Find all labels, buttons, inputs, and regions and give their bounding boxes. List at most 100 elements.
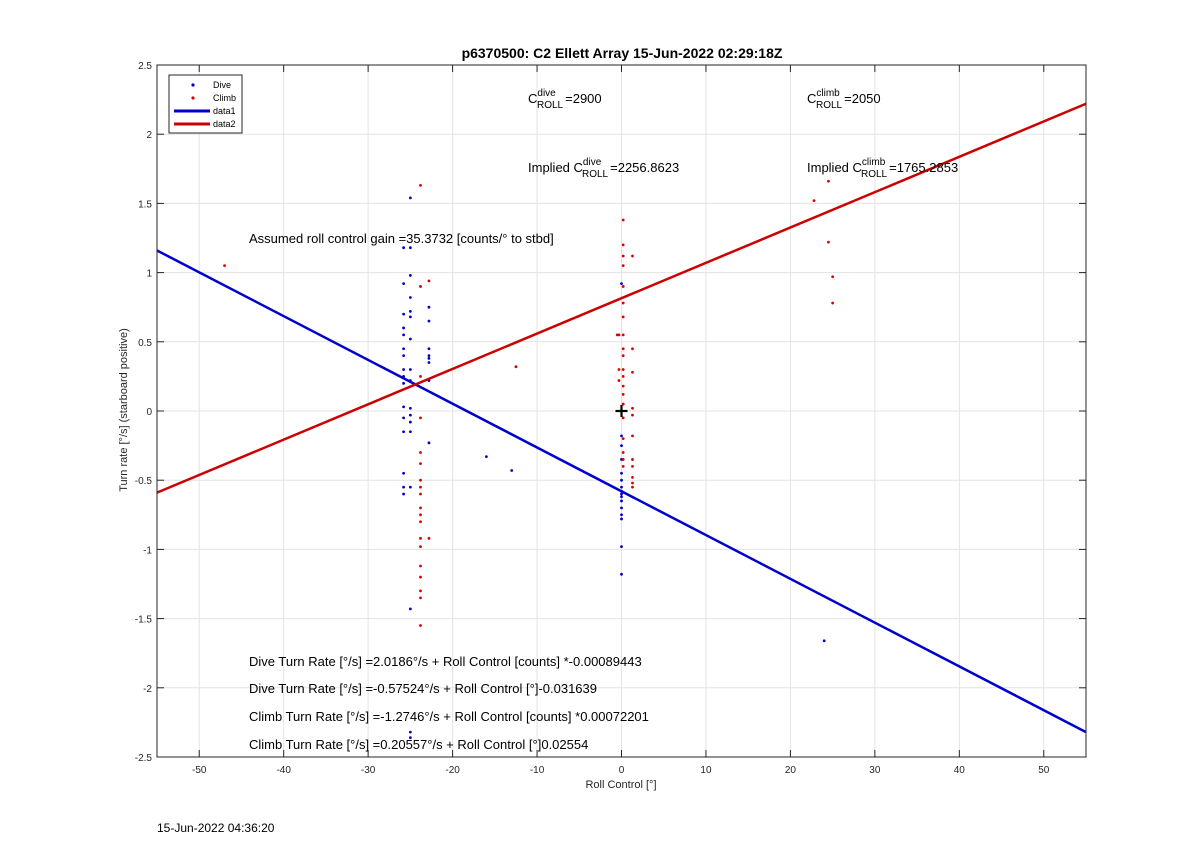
point-dive <box>620 506 623 510</box>
y-tick-label: 0 <box>146 407 152 418</box>
legend-marker-dive <box>191 83 195 87</box>
point-dive <box>402 246 406 250</box>
legend-label-climb: Climb <box>213 93 236 103</box>
annotation-implied-climb-prefix: Implied <box>807 160 853 175</box>
annotation-implied-dive-sup: dive <box>583 157 602 168</box>
y-tick-label: 2 <box>146 130 152 141</box>
y-tick-label: -0.5 <box>135 476 153 487</box>
point-dive <box>484 455 488 459</box>
point-dive <box>408 309 412 313</box>
point-climb <box>621 458 625 461</box>
point-climb <box>621 416 625 420</box>
point-climb <box>831 275 835 279</box>
y-axis-label: Turn rate [°/s] (starboard positive) <box>118 328 130 492</box>
legend-label-data1: data1 <box>213 106 236 116</box>
point-dive <box>408 315 412 319</box>
annotation-implied-climb-sub: ROLL <box>861 169 888 180</box>
annotation-c-climb-value: =2050 <box>844 91 881 106</box>
point-climb <box>617 368 621 371</box>
point-dive <box>402 485 406 489</box>
y-tick-label: 1.5 <box>138 199 152 210</box>
y-tick-label: -1 <box>143 545 152 556</box>
annotation-c-climb: Cclimb ROLL =2050 <box>807 88 881 111</box>
point-climb <box>827 240 830 244</box>
annotation-c-dive-sup: dive <box>537 88 556 99</box>
point-dive <box>620 282 623 286</box>
x-tick-label: 40 <box>954 765 966 776</box>
origin-plus-marker <box>615 405 628 417</box>
point-climb <box>621 285 625 288</box>
point-dive <box>402 282 406 286</box>
point-climb <box>631 464 634 468</box>
point-climb <box>621 333 625 337</box>
legend: Dive Climb data1 data2 <box>168 74 243 134</box>
point-climb <box>812 199 816 203</box>
y-tick-label: -2.5 <box>135 753 153 764</box>
point-climb <box>621 402 625 406</box>
point-dive <box>408 736 412 740</box>
point-climb <box>831 301 835 305</box>
point-dive <box>408 413 412 417</box>
point-dive <box>402 354 406 358</box>
annotation-c-dive: Cdive ROLL =2900 <box>528 88 602 111</box>
point-dive <box>620 545 623 549</box>
x-tick-label: -40 <box>276 765 291 776</box>
point-climb <box>419 520 422 524</box>
point-climb <box>631 458 634 461</box>
point-dive <box>620 444 623 447</box>
point-dive <box>620 478 623 482</box>
annotation-c-climb-sup: climb <box>816 88 840 99</box>
legend-label-data2: data2 <box>213 119 236 129</box>
point-dive <box>620 492 623 496</box>
x-tick-label: -20 <box>445 765 460 776</box>
point-dive <box>402 347 406 351</box>
point-climb <box>419 506 422 510</box>
point-climb <box>419 462 422 465</box>
fit-line-data1 <box>156 249 1087 734</box>
annotation-implied-climb: Implied Cclimb ROLL =1765.2853 <box>807 157 958 180</box>
annotation-c-dive-base: C <box>528 91 537 106</box>
point-climb <box>427 536 431 540</box>
point-dive <box>402 381 406 385</box>
point-dive <box>402 405 406 409</box>
point-dive <box>402 326 406 330</box>
point-dive <box>620 517 623 521</box>
point-climb <box>631 347 634 351</box>
x-tick-label: 0 <box>619 765 625 776</box>
point-dive <box>510 469 514 472</box>
point-climb <box>621 451 625 454</box>
point-climb <box>621 264 625 268</box>
point-climb <box>621 464 625 468</box>
annotation-implied-dive: Implied Cdive ROLL =2256.8623 <box>528 157 679 180</box>
point-dive <box>822 639 826 643</box>
point-dive <box>402 492 406 496</box>
y-tick-label: 1 <box>146 269 152 280</box>
point-dive <box>408 730 412 734</box>
point-climb <box>419 536 422 540</box>
point-dive <box>408 337 412 341</box>
point-dive <box>408 368 412 371</box>
point-climb <box>631 485 634 489</box>
y-tick-label: 2.5 <box>138 61 152 72</box>
annotation-implied-climb-base: C <box>853 160 862 175</box>
point-dive <box>402 312 406 316</box>
annotation-eq3: Climb Turn Rate [°/s] =-1.2746°/s + Roll… <box>249 709 649 724</box>
point-climb <box>419 492 422 496</box>
chart-title: p6370500: C2 Ellett Array 15-Jun-2022 02… <box>462 45 783 61</box>
x-tick-label: 30 <box>869 765 881 776</box>
data-layer <box>156 102 1087 740</box>
point-climb <box>631 434 634 438</box>
point-climb <box>419 596 422 600</box>
point-dive <box>402 430 406 434</box>
point-climb <box>631 370 634 374</box>
y-tick-label: 0.5 <box>138 338 152 349</box>
annotation-eq4: Climb Turn Rate [°/s] =0.20557°/s + Roll… <box>249 737 588 752</box>
point-dive <box>408 607 412 611</box>
fit-line-data2 <box>156 102 1087 494</box>
point-climb <box>621 301 625 305</box>
x-tick-label: -30 <box>361 765 376 776</box>
ticks: -50 -40 -30 -20 -10 0 10 20 30 40 50-2.5-2-1.5-1-0… <box>135 61 1086 776</box>
point-dive <box>427 361 431 364</box>
